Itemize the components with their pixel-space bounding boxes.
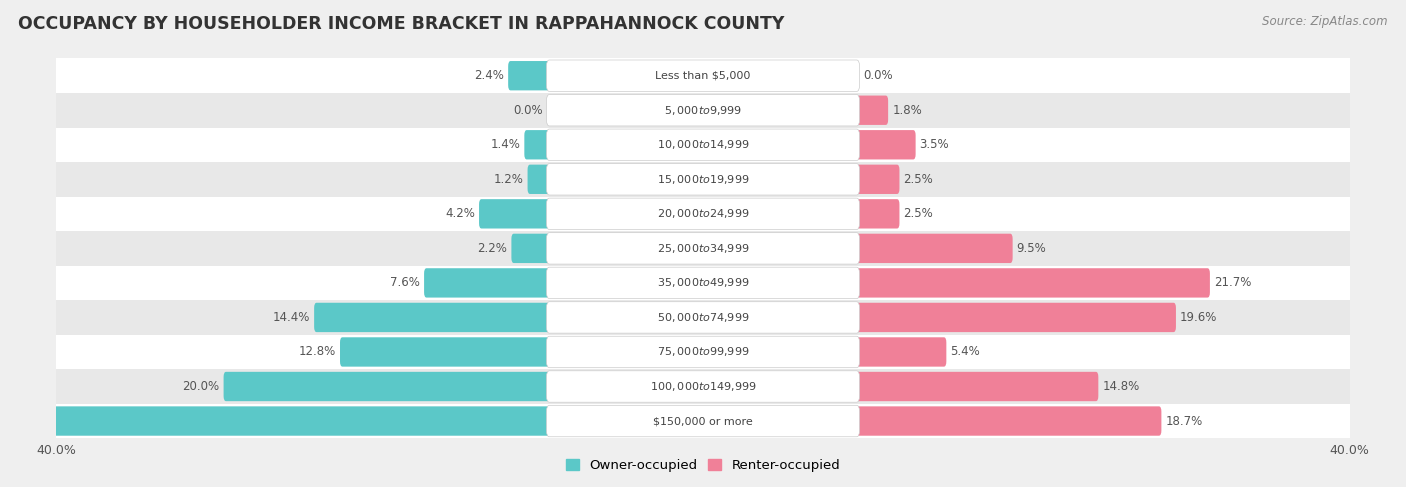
Text: 5.4%: 5.4%: [950, 345, 980, 358]
Text: 4.2%: 4.2%: [446, 207, 475, 220]
Text: $15,000 to $19,999: $15,000 to $19,999: [657, 173, 749, 186]
FancyBboxPatch shape: [547, 267, 859, 299]
FancyBboxPatch shape: [56, 335, 1350, 369]
Text: 2.5%: 2.5%: [904, 173, 934, 186]
Text: 2.2%: 2.2%: [478, 242, 508, 255]
FancyBboxPatch shape: [855, 337, 946, 367]
Text: 21.7%: 21.7%: [1213, 277, 1251, 289]
FancyBboxPatch shape: [508, 61, 551, 91]
FancyBboxPatch shape: [547, 129, 859, 161]
Text: $100,000 to $149,999: $100,000 to $149,999: [650, 380, 756, 393]
FancyBboxPatch shape: [547, 94, 859, 126]
FancyBboxPatch shape: [855, 95, 889, 125]
FancyBboxPatch shape: [855, 303, 1175, 332]
FancyBboxPatch shape: [56, 93, 1350, 128]
Text: $5,000 to $9,999: $5,000 to $9,999: [664, 104, 742, 117]
FancyBboxPatch shape: [224, 372, 551, 401]
Text: OCCUPANCY BY HOUSEHOLDER INCOME BRACKET IN RAPPAHANNOCK COUNTY: OCCUPANCY BY HOUSEHOLDER INCOME BRACKET …: [18, 15, 785, 33]
Text: $10,000 to $14,999: $10,000 to $14,999: [657, 138, 749, 151]
Text: 12.8%: 12.8%: [298, 345, 336, 358]
FancyBboxPatch shape: [547, 233, 859, 264]
FancyBboxPatch shape: [855, 130, 915, 159]
FancyBboxPatch shape: [56, 197, 1350, 231]
FancyBboxPatch shape: [56, 58, 1350, 93]
Text: 2.5%: 2.5%: [904, 207, 934, 220]
FancyBboxPatch shape: [56, 300, 1350, 335]
Text: 19.6%: 19.6%: [1180, 311, 1218, 324]
Text: 20.0%: 20.0%: [183, 380, 219, 393]
Text: 0.0%: 0.0%: [863, 69, 893, 82]
FancyBboxPatch shape: [56, 265, 1350, 300]
Legend: Owner-occupied, Renter-occupied: Owner-occupied, Renter-occupied: [560, 454, 846, 477]
FancyBboxPatch shape: [340, 337, 551, 367]
FancyBboxPatch shape: [855, 372, 1098, 401]
Text: $50,000 to $74,999: $50,000 to $74,999: [657, 311, 749, 324]
FancyBboxPatch shape: [855, 234, 1012, 263]
FancyBboxPatch shape: [855, 406, 1161, 436]
FancyBboxPatch shape: [314, 303, 551, 332]
Text: 14.4%: 14.4%: [273, 311, 311, 324]
FancyBboxPatch shape: [855, 268, 1211, 298]
FancyBboxPatch shape: [547, 336, 859, 368]
Text: 7.6%: 7.6%: [391, 277, 420, 289]
FancyBboxPatch shape: [855, 199, 900, 228]
FancyBboxPatch shape: [479, 199, 551, 228]
Text: Source: ZipAtlas.com: Source: ZipAtlas.com: [1263, 15, 1388, 28]
FancyBboxPatch shape: [56, 128, 1350, 162]
Text: 14.8%: 14.8%: [1102, 380, 1140, 393]
Text: 2.4%: 2.4%: [474, 69, 505, 82]
Text: $20,000 to $24,999: $20,000 to $24,999: [657, 207, 749, 220]
FancyBboxPatch shape: [56, 231, 1350, 265]
Text: 1.2%: 1.2%: [494, 173, 523, 186]
FancyBboxPatch shape: [547, 302, 859, 333]
FancyBboxPatch shape: [547, 198, 859, 229]
Text: $150,000 or more: $150,000 or more: [654, 416, 752, 426]
Text: $25,000 to $34,999: $25,000 to $34,999: [657, 242, 749, 255]
Text: 1.4%: 1.4%: [491, 138, 520, 151]
FancyBboxPatch shape: [547, 60, 859, 92]
FancyBboxPatch shape: [56, 404, 1350, 438]
Text: 1.8%: 1.8%: [893, 104, 922, 117]
FancyBboxPatch shape: [547, 371, 859, 402]
Text: Less than $5,000: Less than $5,000: [655, 71, 751, 81]
Text: $35,000 to $49,999: $35,000 to $49,999: [657, 277, 749, 289]
FancyBboxPatch shape: [547, 405, 859, 437]
Text: 9.5%: 9.5%: [1017, 242, 1046, 255]
FancyBboxPatch shape: [547, 164, 859, 195]
FancyBboxPatch shape: [855, 165, 900, 194]
FancyBboxPatch shape: [56, 369, 1350, 404]
Text: $75,000 to $99,999: $75,000 to $99,999: [657, 345, 749, 358]
Text: 3.5%: 3.5%: [920, 138, 949, 151]
Text: 0.0%: 0.0%: [513, 104, 543, 117]
FancyBboxPatch shape: [524, 130, 551, 159]
FancyBboxPatch shape: [56, 162, 1350, 197]
FancyBboxPatch shape: [527, 165, 551, 194]
FancyBboxPatch shape: [512, 234, 551, 263]
Text: 18.7%: 18.7%: [1166, 414, 1202, 428]
FancyBboxPatch shape: [425, 268, 551, 298]
FancyBboxPatch shape: [0, 406, 551, 436]
